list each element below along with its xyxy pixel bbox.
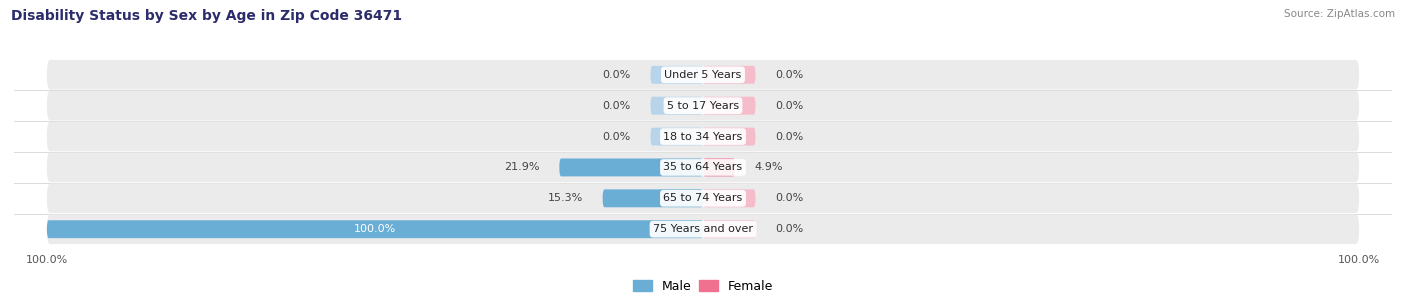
Text: Disability Status by Sex by Age in Zip Code 36471: Disability Status by Sex by Age in Zip C…: [11, 9, 402, 23]
Text: 15.3%: 15.3%: [548, 193, 583, 203]
FancyBboxPatch shape: [703, 128, 755, 146]
Text: 0.0%: 0.0%: [775, 132, 803, 142]
Text: 75 Years and over: 75 Years and over: [652, 224, 754, 234]
Text: 0.0%: 0.0%: [603, 101, 631, 111]
FancyBboxPatch shape: [703, 220, 755, 238]
Text: 65 to 74 Years: 65 to 74 Years: [664, 193, 742, 203]
Legend: Male, Female: Male, Female: [628, 275, 778, 298]
Text: 4.9%: 4.9%: [755, 162, 783, 172]
Text: 0.0%: 0.0%: [775, 193, 803, 203]
Text: 0.0%: 0.0%: [775, 224, 803, 234]
FancyBboxPatch shape: [46, 91, 1360, 120]
Text: 21.9%: 21.9%: [505, 162, 540, 172]
FancyBboxPatch shape: [46, 122, 1360, 151]
Text: 0.0%: 0.0%: [603, 70, 631, 80]
Text: 100.0%: 100.0%: [354, 224, 396, 234]
FancyBboxPatch shape: [560, 158, 703, 176]
FancyBboxPatch shape: [703, 158, 735, 176]
FancyBboxPatch shape: [651, 97, 703, 115]
FancyBboxPatch shape: [603, 189, 703, 207]
Text: 0.0%: 0.0%: [775, 101, 803, 111]
Text: 5 to 17 Years: 5 to 17 Years: [666, 101, 740, 111]
FancyBboxPatch shape: [703, 189, 755, 207]
FancyBboxPatch shape: [703, 66, 755, 84]
FancyBboxPatch shape: [651, 66, 703, 84]
Text: Under 5 Years: Under 5 Years: [665, 70, 741, 80]
FancyBboxPatch shape: [46, 60, 1360, 90]
FancyBboxPatch shape: [46, 214, 1360, 244]
FancyBboxPatch shape: [46, 184, 1360, 213]
Text: 35 to 64 Years: 35 to 64 Years: [664, 162, 742, 172]
Text: 18 to 34 Years: 18 to 34 Years: [664, 132, 742, 142]
Text: 0.0%: 0.0%: [775, 70, 803, 80]
FancyBboxPatch shape: [46, 153, 1360, 182]
Text: 0.0%: 0.0%: [603, 132, 631, 142]
FancyBboxPatch shape: [651, 128, 703, 146]
Text: Source: ZipAtlas.com: Source: ZipAtlas.com: [1284, 9, 1395, 19]
FancyBboxPatch shape: [703, 97, 755, 115]
FancyBboxPatch shape: [46, 220, 703, 238]
